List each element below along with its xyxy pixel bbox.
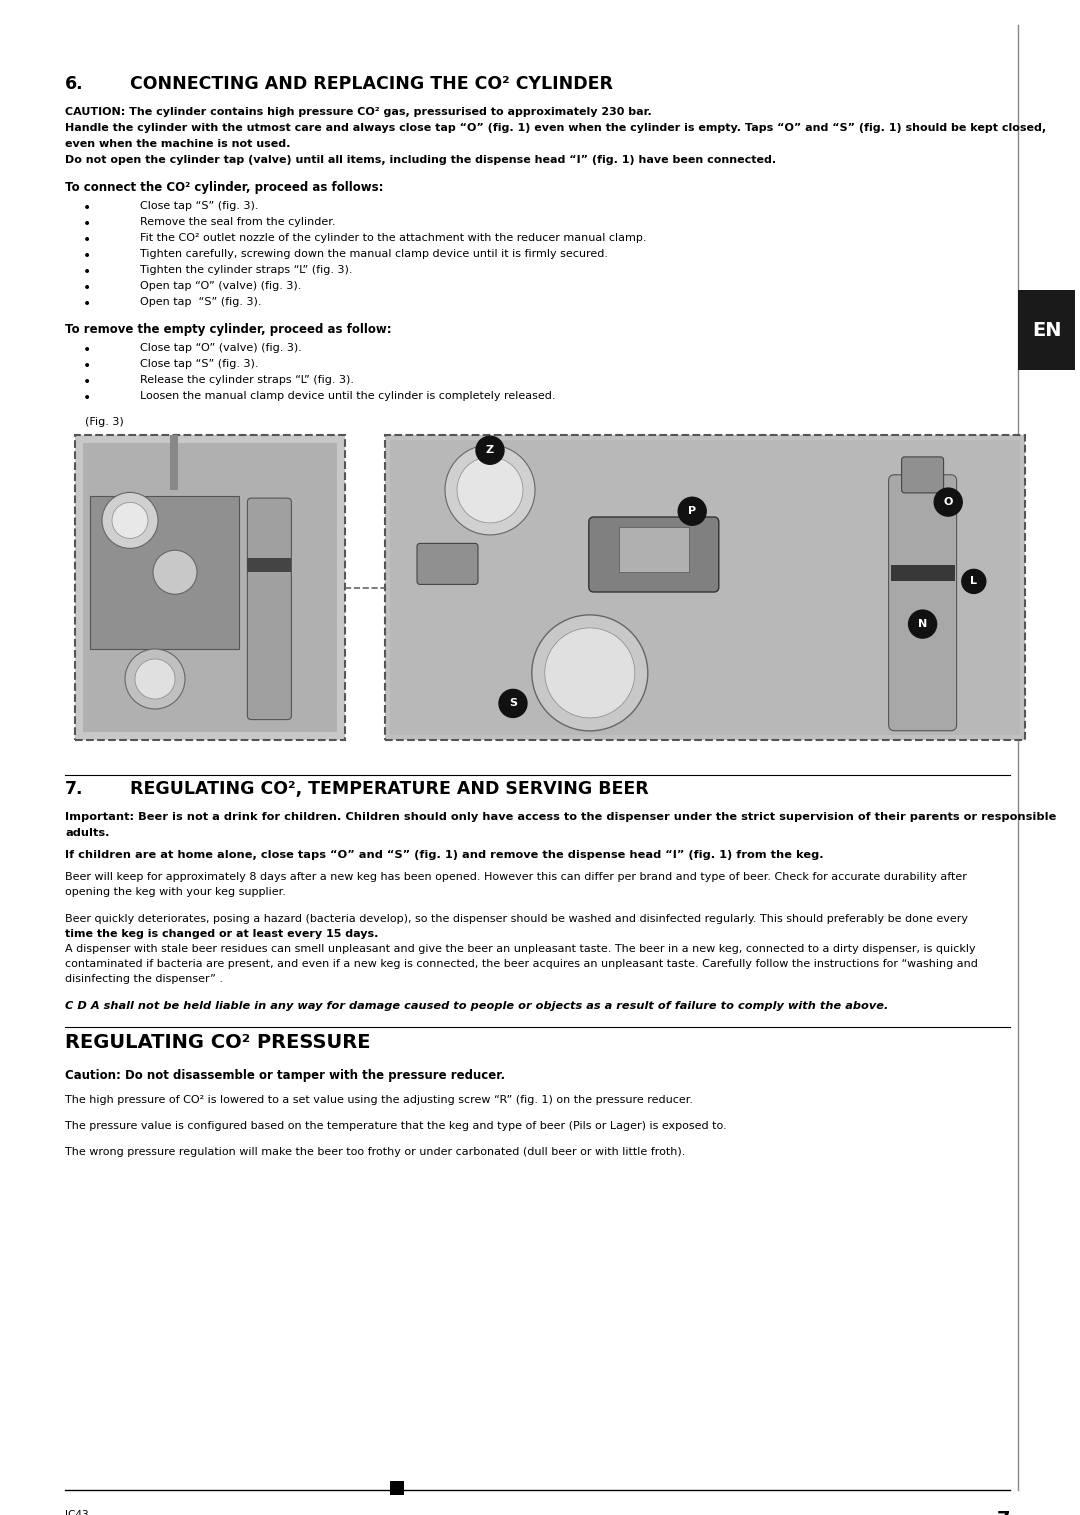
Text: The high pressure of CO² is lowered to a set value using the adjusting screw “R”: The high pressure of CO² is lowered to a…	[65, 1095, 693, 1104]
Bar	[891, 565, 955, 582]
Text: (Fig. 3): (Fig. 3)	[85, 417, 124, 427]
Circle shape	[125, 648, 185, 709]
FancyBboxPatch shape	[247, 498, 292, 720]
Text: L: L	[970, 576, 977, 586]
Text: Close tap “O” (valve) (fig. 3).: Close tap “O” (valve) (fig. 3).	[140, 342, 302, 353]
Text: •: •	[83, 265, 91, 279]
FancyBboxPatch shape	[889, 474, 957, 730]
Text: CONNECTING AND REPLACING THE CO² CYLINDER: CONNECTING AND REPLACING THE CO² CYLINDE…	[130, 76, 613, 92]
Circle shape	[531, 615, 648, 730]
Text: The wrong pressure regulation will make the beer too frothy or under carbonated : The wrong pressure regulation will make …	[65, 1147, 686, 1157]
Text: Open tap “O” (valve) (fig. 3).: Open tap “O” (valve) (fig. 3).	[140, 280, 301, 291]
Text: contaminated if bacteria are present, and even if a new keg is connected, the be: contaminated if bacteria are present, an…	[65, 959, 977, 970]
Text: Close tap “S” (fig. 3).: Close tap “S” (fig. 3).	[140, 201, 258, 211]
Text: even when the machine is not used.: even when the machine is not used.	[65, 139, 291, 148]
Text: REGULATING CO², TEMPERATURE AND SERVING BEER: REGULATING CO², TEMPERATURE AND SERVING …	[130, 780, 649, 798]
FancyBboxPatch shape	[589, 517, 719, 592]
Circle shape	[112, 503, 148, 538]
Circle shape	[153, 550, 197, 594]
FancyBboxPatch shape	[902, 458, 944, 492]
Text: Close tap “S” (fig. 3).: Close tap “S” (fig. 3).	[140, 359, 258, 370]
Text: Tighten the cylinder straps “L” (fig. 3).: Tighten the cylinder straps “L” (fig. 3)…	[140, 265, 352, 276]
Circle shape	[934, 488, 962, 517]
Text: EN: EN	[1031, 321, 1062, 339]
Text: •: •	[83, 376, 91, 389]
Text: •: •	[83, 280, 91, 295]
Text: •: •	[83, 248, 91, 264]
Text: •: •	[83, 359, 91, 373]
Text: adults.: adults.	[65, 829, 109, 838]
Circle shape	[102, 492, 158, 548]
Text: P: P	[688, 506, 697, 517]
Text: 7: 7	[997, 1510, 1010, 1515]
Text: IC43: IC43	[65, 1510, 89, 1515]
Text: 7.: 7.	[65, 780, 83, 798]
Bar	[247, 558, 292, 573]
Text: •: •	[83, 297, 91, 311]
Bar	[384, 435, 1025, 739]
Text: Important: Beer is not a drink for children. Children should only have access to: Important: Beer is not a drink for child…	[65, 812, 1056, 823]
Text: •: •	[83, 233, 91, 247]
Text: •: •	[83, 342, 91, 358]
Text: REGULATING CO² PRESSURE: REGULATING CO² PRESSURE	[65, 1033, 370, 1051]
Text: •: •	[83, 217, 91, 230]
Text: opening the keg with your keg supplier.: opening the keg with your keg supplier.	[65, 886, 286, 897]
Text: The pressure value is configured based on the temperature that the keg and type : The pressure value is configured based o…	[65, 1121, 727, 1132]
Text: N: N	[918, 620, 928, 629]
Bar	[90, 495, 239, 648]
Circle shape	[678, 497, 706, 526]
Text: Loosen the manual clamp device until the cylinder is completely released.: Loosen the manual clamp device until the…	[140, 391, 555, 401]
Text: Remove the seal from the cylinder.: Remove the seal from the cylinder.	[140, 217, 336, 227]
Bar	[75, 435, 345, 739]
Text: Fit the CO² outlet nozzle of the cylinder to the attachment with the reducer man: Fit the CO² outlet nozzle of the cylinde…	[140, 233, 647, 242]
Circle shape	[499, 689, 527, 718]
Text: C D A shall not be held liable in any way for damage caused to people or objects: C D A shall not be held liable in any wa…	[65, 1001, 889, 1011]
Text: Do not open the cylinder tap (valve) until all items, including the dispense hea: Do not open the cylinder tap (valve) unt…	[65, 155, 777, 165]
Text: 6.: 6.	[65, 76, 83, 92]
Text: Open tap  “S” (fig. 3).: Open tap “S” (fig. 3).	[140, 297, 261, 308]
Text: CAUTION: The cylinder contains high pressure CO² gas, pressurised to approximate: CAUTION: The cylinder contains high pres…	[65, 108, 651, 117]
Circle shape	[962, 570, 986, 594]
Text: If children are at home alone, close taps “O” and “S” (fig. 1) and remove the di: If children are at home alone, close tap…	[65, 850, 824, 861]
Text: A dispenser with stale beer residues can smell unpleasant and give the beer an u: A dispenser with stale beer residues can…	[65, 944, 975, 954]
Bar	[390, 1482, 404, 1495]
FancyBboxPatch shape	[417, 544, 478, 585]
Circle shape	[908, 611, 936, 638]
Text: time the keg is changed or at least every 15 days.: time the keg is changed or at least ever…	[65, 929, 378, 939]
Bar	[1018, 289, 1075, 370]
Text: To connect the CO² cylinder, proceed as follows:: To connect the CO² cylinder, proceed as …	[65, 180, 383, 194]
Circle shape	[544, 627, 635, 718]
Text: S: S	[509, 698, 517, 709]
Text: disinfecting the dispenser” .: disinfecting the dispenser” .	[65, 974, 222, 985]
Text: •: •	[83, 201, 91, 215]
Circle shape	[476, 436, 504, 464]
Text: Handle the cylinder with the utmost care and always close tap “O” (fig. 1) even : Handle the cylinder with the utmost care…	[65, 123, 1047, 133]
Text: Caution: Do not disassemble or tamper with the pressure reducer.: Caution: Do not disassemble or tamper wi…	[65, 1070, 505, 1082]
Bar	[170, 435, 177, 489]
Bar	[390, 439, 1020, 735]
Bar	[619, 527, 689, 573]
Text: To remove the empty cylinder, proceed as follow:: To remove the empty cylinder, proceed as…	[65, 323, 392, 336]
Circle shape	[457, 458, 523, 523]
Text: Z: Z	[486, 445, 494, 454]
Text: Beer will keep for approximately 8 days after a new keg has been opened. However: Beer will keep for approximately 8 days …	[65, 873, 967, 882]
Text: •: •	[83, 391, 91, 405]
Text: O: O	[944, 497, 953, 508]
Circle shape	[445, 445, 535, 535]
Text: Release the cylinder straps “L” (fig. 3).: Release the cylinder straps “L” (fig. 3)…	[140, 376, 354, 385]
Text: Tighten carefully, screwing down the manual clamp device until it is firmly secu: Tighten carefully, screwing down the man…	[140, 248, 608, 259]
Text: Beer quickly deteriorates, posing a hazard (bacteria develop), so the dispenser : Beer quickly deteriorates, posing a haza…	[65, 914, 968, 924]
Bar	[83, 442, 337, 732]
Circle shape	[135, 659, 175, 698]
